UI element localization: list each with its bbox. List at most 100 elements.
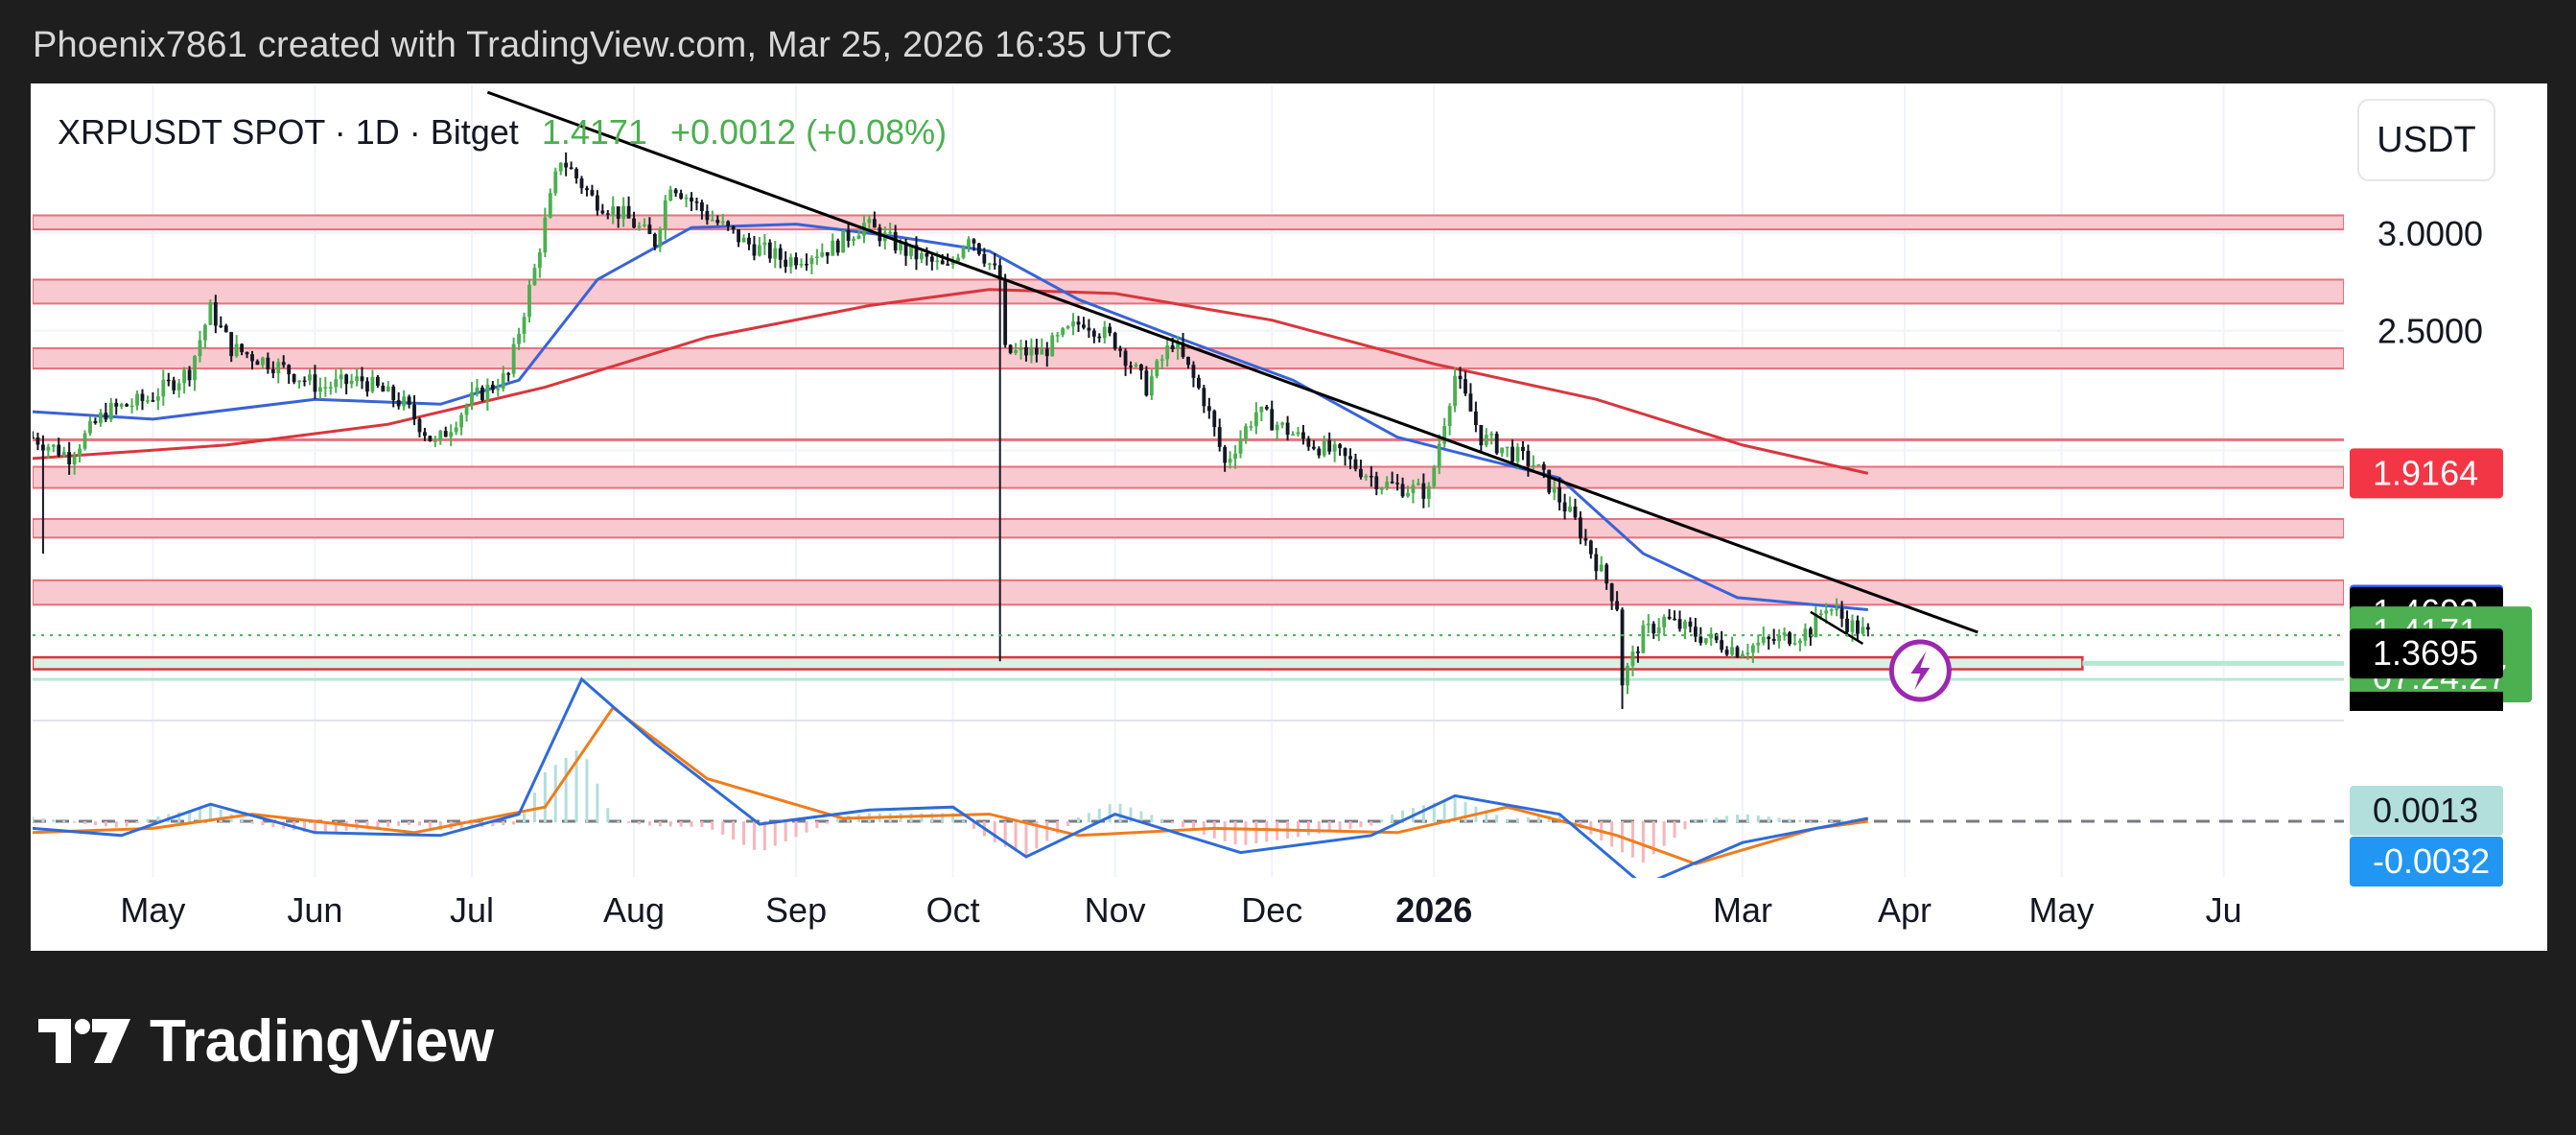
macd-histogram-bar — [417, 821, 421, 826]
candle-body — [1019, 346, 1023, 350]
candle-body — [308, 374, 312, 381]
macd-histogram-bar — [1442, 800, 1446, 822]
candle-body — [1134, 365, 1138, 367]
macd-histogram-bar — [1485, 810, 1488, 822]
candle-body — [1636, 651, 1640, 653]
macd-histogram-bar — [52, 819, 56, 822]
candle-body — [543, 217, 548, 253]
macd-histogram-bar — [1798, 819, 1802, 822]
tradingview-wordmark: TradingView — [150, 1008, 494, 1075]
macd-histogram-bar — [1129, 807, 1133, 822]
candle-body — [605, 213, 610, 215]
currency-button[interactable]: USDT — [2357, 99, 2495, 181]
candle-body — [835, 240, 840, 253]
candle-body — [888, 231, 893, 234]
macd-histogram-bar — [73, 821, 77, 823]
candle-body — [297, 380, 301, 383]
macd-histogram-bar — [1223, 821, 1227, 841]
candle-body — [1489, 434, 1494, 436]
candle-body — [193, 356, 197, 381]
candle-body — [1782, 632, 1787, 635]
macd-histogram-bar — [1150, 815, 1154, 822]
candle-body — [229, 332, 234, 357]
macd-histogram-bar — [1024, 821, 1028, 857]
macd-histogram-bar — [1359, 821, 1363, 828]
candle-body — [762, 242, 767, 246]
candle-body — [1562, 502, 1567, 512]
candle-body — [741, 237, 746, 243]
candle-body — [1202, 388, 1206, 407]
candle-body — [1437, 443, 1441, 468]
chart-canvas[interactable]: prMayJunJulAugSepOctNovDec2026MarAprMayJ… — [33, 85, 2545, 949]
macd-histogram-bar — [1035, 821, 1039, 849]
candle-body — [1369, 475, 1373, 478]
resistance-zone — [33, 517, 2345, 539]
candle-body — [1181, 343, 1185, 357]
candle-body — [391, 386, 396, 401]
candle-body — [626, 205, 631, 219]
macd-histogram-bar — [1244, 821, 1248, 845]
candle-body — [899, 242, 903, 250]
macd-histogram-bar — [1306, 821, 1310, 836]
candle-body — [1677, 619, 1682, 629]
macd-line — [33, 676, 1869, 887]
macd-histogram-bar — [1014, 821, 1018, 852]
moving-average-slow — [33, 288, 1869, 475]
macd-histogram-bar — [1464, 801, 1467, 822]
candle-body — [579, 178, 584, 189]
candle-body — [1829, 609, 1834, 611]
chart-frame[interactable]: prMayJunJulAugSepOctNovDec2026MarAprMayJ… — [31, 83, 2547, 951]
macd-histogram-bar — [1212, 821, 1216, 839]
candle-body — [726, 221, 731, 226]
candle-body — [903, 242, 908, 256]
macd-histogram-bar — [1338, 821, 1342, 831]
candle-body — [1275, 424, 1279, 431]
macd-histogram-bar — [386, 821, 390, 827]
candle-body — [909, 245, 913, 256]
candle-body — [1228, 459, 1232, 463]
candle-body — [1839, 608, 1844, 619]
candle-body — [950, 261, 955, 265]
candle-body — [485, 385, 490, 401]
candle-body — [1144, 370, 1149, 396]
macd-histogram-bar — [1401, 810, 1405, 822]
candle-body — [1061, 328, 1066, 336]
macd-histogram-bar — [647, 821, 651, 826]
macd-histogram-bar — [574, 750, 578, 822]
time-axis-label: Jul — [450, 890, 494, 930]
time-axis-label: May — [120, 890, 185, 930]
candle-body — [1798, 640, 1802, 644]
candle-body — [637, 225, 642, 228]
candle-body — [33, 437, 35, 439]
candle-body — [1317, 448, 1322, 456]
candle-body — [595, 195, 599, 211]
candle-body — [1442, 426, 1447, 444]
macd-histogram-bar — [700, 821, 704, 828]
macd-histogram-bar — [1108, 804, 1112, 822]
candle-body — [172, 380, 176, 390]
tradingview-logo-icon — [38, 1018, 130, 1063]
macd-tag — [2350, 786, 2503, 836]
candle-body — [40, 444, 45, 451]
macd-histogram-bar — [334, 821, 338, 832]
candle-body — [51, 444, 56, 447]
candle-body — [266, 357, 270, 369]
candle-body — [61, 452, 66, 456]
candle-body — [946, 264, 950, 266]
candle-body — [1008, 344, 1013, 353]
candle-body — [1730, 647, 1734, 655]
candle-body — [119, 404, 124, 407]
candle-body — [1720, 640, 1724, 650]
candle-body — [1521, 446, 1525, 451]
macd-histogram-bar — [177, 812, 181, 822]
macd-histogram-bar — [930, 813, 934, 822]
symbol-legend-text: XRPUSDT SPOT · 1D · Bitget — [58, 112, 519, 152]
candle-body — [506, 373, 511, 375]
candle-body — [1505, 446, 1510, 449]
candle-body — [255, 361, 260, 366]
candle-body — [731, 225, 736, 230]
candle-body — [1615, 601, 1620, 610]
candle-body — [328, 387, 333, 389]
macd-histogram-bar — [198, 807, 201, 822]
candle-body — [841, 230, 846, 253]
